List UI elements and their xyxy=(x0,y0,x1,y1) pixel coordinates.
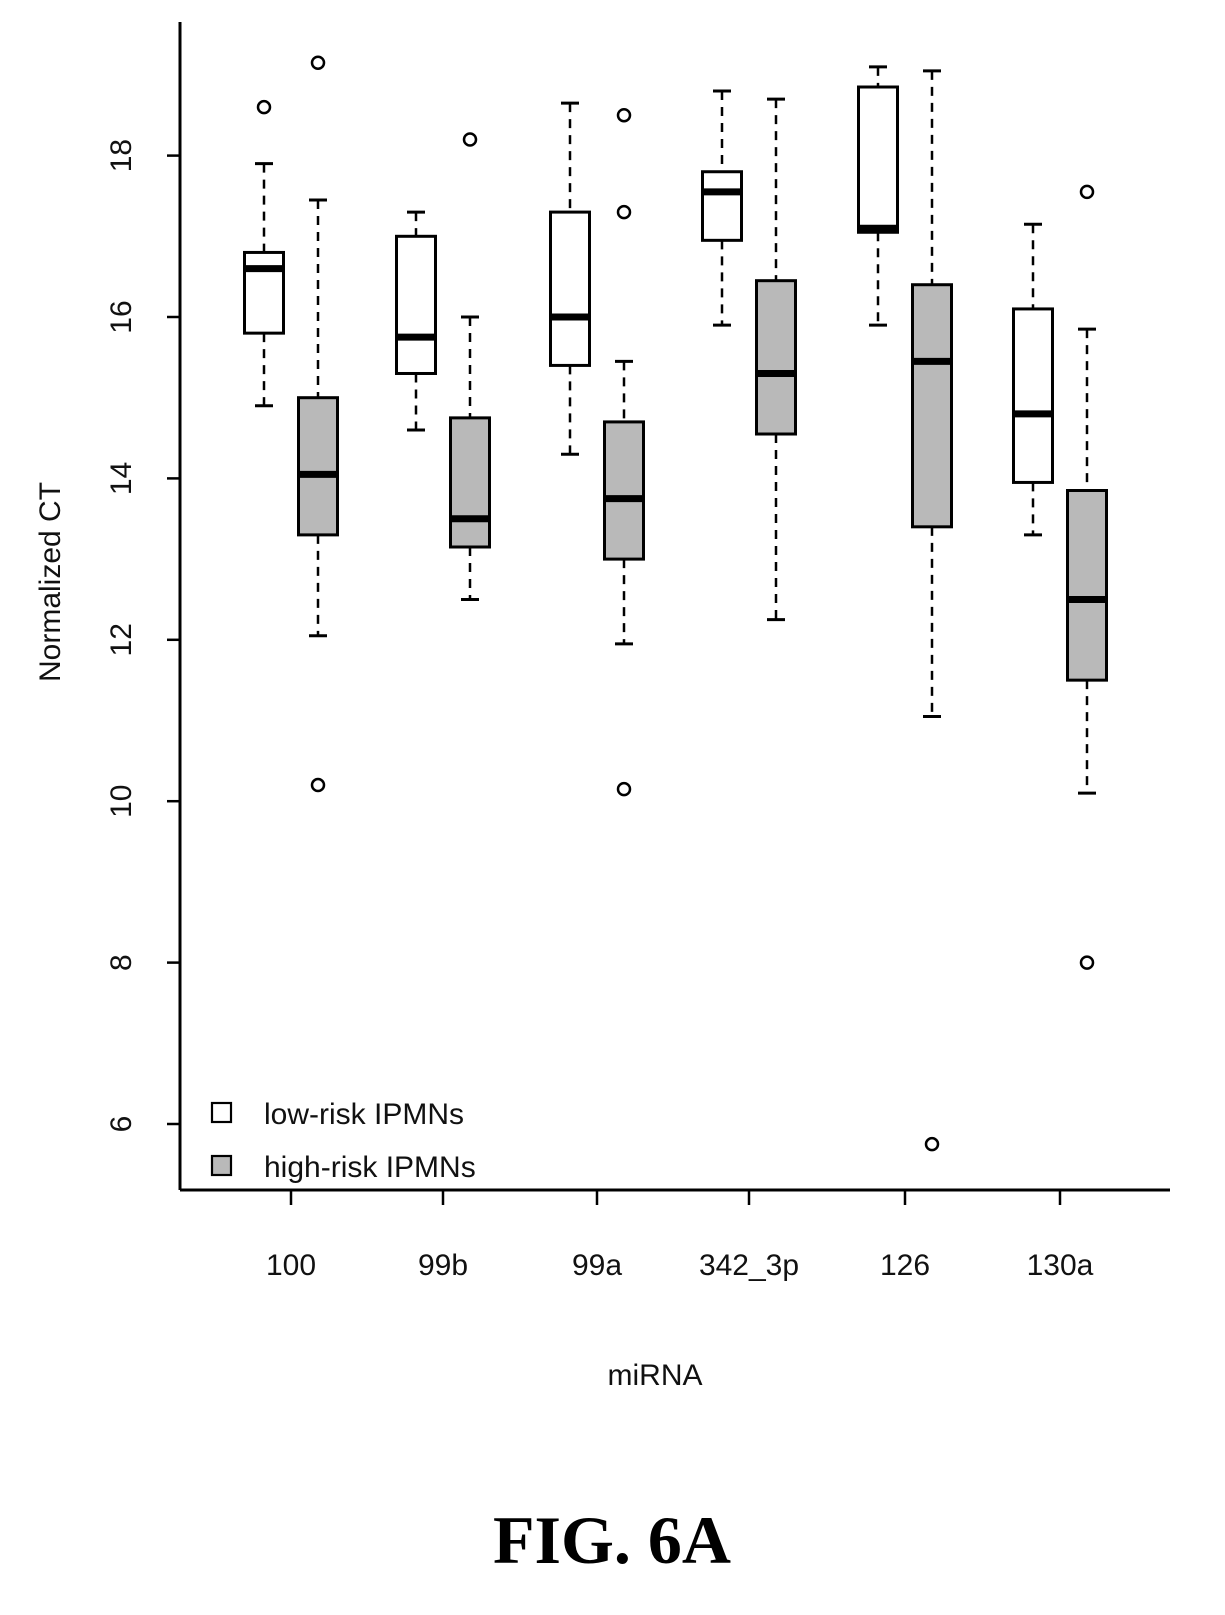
low-risk-99a-box xyxy=(549,210,591,367)
legend-swatch-low-risk xyxy=(210,1101,233,1124)
y-tick-label-16: 16 xyxy=(105,300,138,333)
high-risk-99b-outlier-0 xyxy=(462,132,478,147)
high-risk-126-outlier-0 xyxy=(924,1136,940,1152)
high-risk-130a-outlier-1 xyxy=(1079,955,1095,970)
low-risk-342_3p-box xyxy=(701,170,743,242)
x-tick-label-342_3p: 342_3p xyxy=(699,1249,799,1282)
y-axis-title: Normalized CT xyxy=(34,482,67,682)
x-tick-label-126: 126 xyxy=(880,1249,930,1282)
y-tick-label-10: 10 xyxy=(105,785,138,818)
legend-label-high-risk: high-risk IPMNs xyxy=(264,1151,476,1184)
high-risk-130a-outlier-0 xyxy=(1079,184,1095,200)
low-risk-100-box xyxy=(243,250,285,335)
x-tick-label-99b: 99b xyxy=(418,1249,468,1282)
high-risk-100-box xyxy=(297,396,339,537)
y-tick-label-14: 14 xyxy=(105,462,138,495)
legend: low-risk IPMNs high-risk IPMNs xyxy=(210,1098,476,1184)
x-tick-label-100: 100 xyxy=(266,1249,316,1282)
y-tick-label-6: 6 xyxy=(105,1116,138,1133)
y-tick-label-8: 8 xyxy=(105,954,138,971)
high-risk-99b-box xyxy=(449,416,491,549)
high-risk-99a-outlier-2 xyxy=(616,781,632,797)
x-tick-label-99a: 99a xyxy=(572,1249,622,1282)
high-risk-99a-box xyxy=(603,420,645,561)
high-risk-342_3p-box xyxy=(755,279,797,436)
high-risk-100-outlier-1 xyxy=(310,777,326,793)
y-tick-label-12: 12 xyxy=(105,623,138,656)
figure-caption: FIG. 6A xyxy=(493,1502,731,1578)
high-risk-100-outlier-0 xyxy=(310,55,326,71)
y-tick-label-18: 18 xyxy=(105,139,138,172)
x-tick-label-130a: 130a xyxy=(1027,1249,1094,1282)
low-risk-126-box xyxy=(857,85,899,234)
high-risk-99a-outlier-1 xyxy=(616,204,632,220)
x-axis-title: miRNA xyxy=(608,1359,703,1392)
high-risk-99a-outlier-0 xyxy=(616,108,632,123)
legend-swatch-high-risk xyxy=(210,1154,233,1177)
low-risk-100-outlier-0 xyxy=(256,99,272,115)
high-risk-126-box xyxy=(911,283,953,529)
low-risk-130a-box xyxy=(1012,307,1054,484)
legend-label-low-risk: low-risk IPMNs xyxy=(264,1098,464,1131)
plot-area: 6 8 10 12 14 16 18 100 99b 99a 342_3p 126 130a xyxy=(105,22,1170,1282)
low-risk-99b-box xyxy=(395,234,437,375)
high-risk-130a-box xyxy=(1066,489,1108,682)
